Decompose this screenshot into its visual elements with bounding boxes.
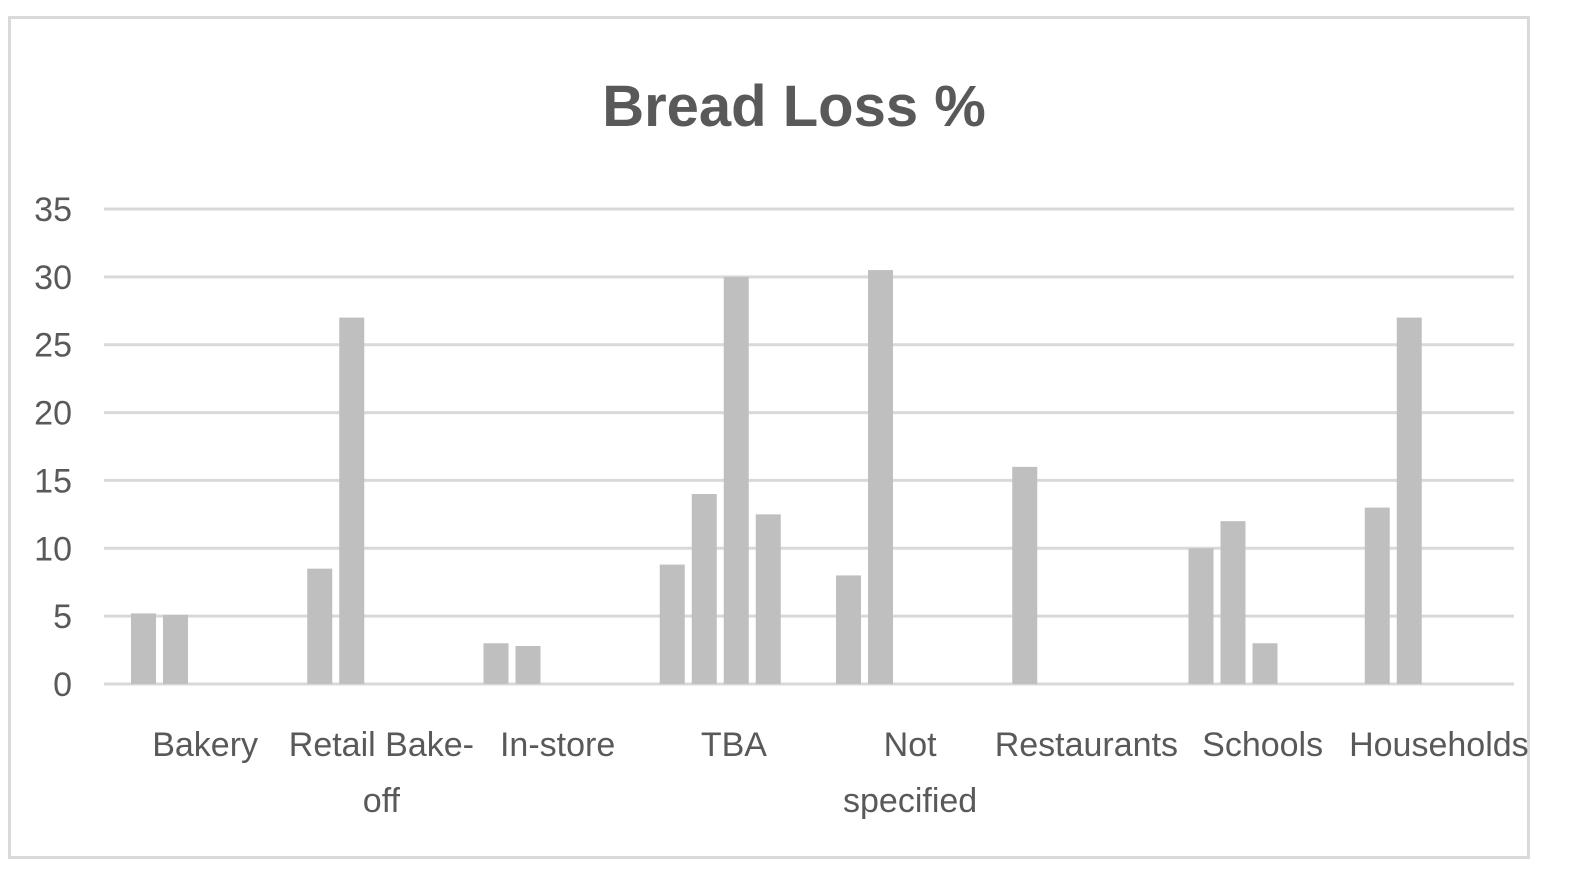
bar (836, 575, 861, 684)
bar (1012, 466, 1038, 684)
x-category-label: Not (884, 726, 937, 764)
y-tick-label: 20 (34, 395, 72, 433)
bar (483, 643, 509, 684)
bar (307, 568, 333, 684)
y-tick-label: 35 (34, 191, 72, 229)
y-axis-ticks: 0 5 10 15 20 25 30 35 (34, 191, 72, 704)
bar (1252, 643, 1278, 684)
bar (1364, 507, 1390, 684)
x-category-label: off (363, 782, 401, 820)
bar (163, 614, 188, 684)
bar (1396, 317, 1422, 684)
x-category-label: Retail Bake- (289, 726, 474, 764)
bars (131, 270, 1422, 684)
y-tick-label: 0 (53, 666, 72, 704)
bar (868, 270, 893, 684)
bar (755, 514, 781, 684)
x-category-label: In-store (500, 726, 615, 764)
y-tick-label: 30 (34, 259, 72, 297)
bar (339, 317, 365, 684)
x-category-label: Bakery (152, 726, 258, 764)
y-tick-label: 5 (53, 598, 72, 636)
y-tick-label: 25 (34, 327, 72, 365)
bar (659, 564, 685, 684)
bar (691, 494, 717, 684)
chart-frame (8, 16, 1530, 859)
x-axis-labels: Bakery Retail Bake-off In-store TBA Not speci… (152, 726, 1528, 820)
x-category-label: Households (1349, 726, 1529, 764)
x-category-label: Schools (1202, 726, 1323, 764)
bar (131, 613, 156, 684)
bar (515, 646, 541, 684)
y-tick-label: 15 (34, 462, 72, 500)
bar (1188, 548, 1214, 684)
bar (1220, 521, 1246, 684)
x-category-label: specified (843, 782, 977, 820)
x-category-label: TBA (701, 726, 767, 764)
chart-title: Bread Loss % (602, 74, 986, 139)
gridlines (104, 207, 1514, 686)
x-category-label: Restaurants (995, 726, 1178, 764)
bar (723, 276, 749, 684)
y-tick-label: 10 (34, 530, 72, 568)
